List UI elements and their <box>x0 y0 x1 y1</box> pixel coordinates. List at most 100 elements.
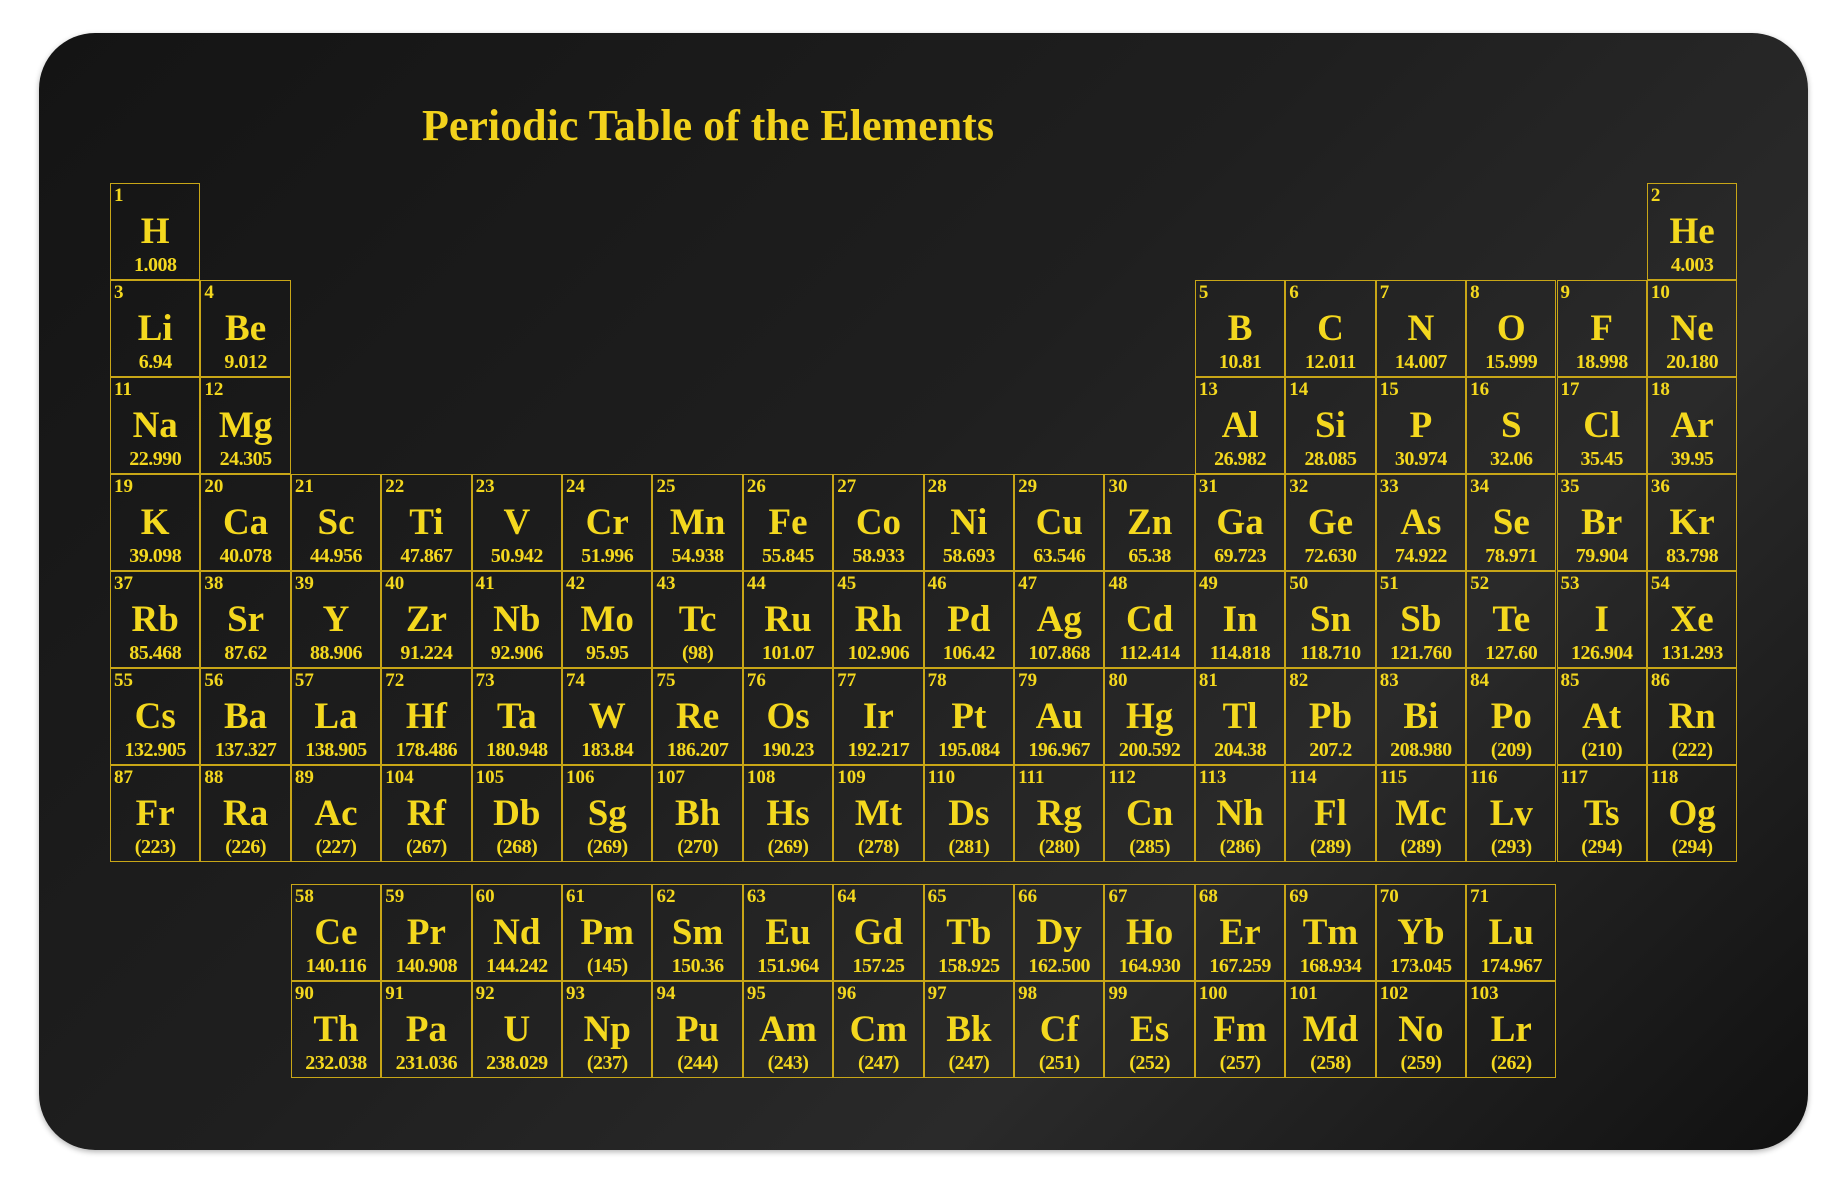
atomic-number: 83 <box>1379 670 1399 691</box>
atomic-mass: (289) <box>1400 836 1442 858</box>
element-cell: 113 Nh (286) <box>1194 765 1286 862</box>
element-cell: 75 Re 186.207 <box>652 668 743 765</box>
element-cell: 87 Fr (223) <box>110 765 201 862</box>
atomic-number: 84 <box>1470 670 1490 691</box>
atomic-number: 105 <box>475 767 505 788</box>
atomic-number: 17 <box>1560 379 1580 400</box>
element-cell: 80 Hg 200.592 <box>1104 668 1195 765</box>
element-cell: 15 P 30.974 <box>1375 377 1467 474</box>
element-cell: 70 Yb 173.045 <box>1375 884 1467 981</box>
element-cell: 38 Sr 87.62 <box>200 571 291 668</box>
atomic-mass: 55.845 <box>762 545 815 567</box>
element-symbol: Ge <box>1307 502 1354 543</box>
atomic-number: 31 <box>1198 476 1218 497</box>
atomic-mass: 106.42 <box>942 642 996 664</box>
atomic-mass: (226) <box>225 836 267 858</box>
atomic-mass: (227) <box>315 836 357 858</box>
atomic-number: 116 <box>1470 767 1498 788</box>
element-symbol: Hf <box>405 696 447 737</box>
atomic-number: 59 <box>385 886 405 907</box>
atomic-mass: 35.45 <box>1580 448 1623 470</box>
element-cell: 89 Ac (227) <box>290 765 382 862</box>
atomic-mass: 167.259 <box>1209 955 1271 977</box>
atomic-number: 15 <box>1379 379 1399 400</box>
atomic-number: 25 <box>656 476 676 497</box>
atomic-number: 118 <box>1650 767 1679 788</box>
element-cell: 77 Ir 192.217 <box>833 668 924 765</box>
element-symbol: Na <box>132 405 178 446</box>
atomic-mass: (269) <box>586 836 628 858</box>
element-symbol: Se <box>1492 502 1530 543</box>
atomic-mass: 173.045 <box>1390 955 1452 977</box>
element-symbol: I <box>1594 599 1609 640</box>
atomic-mass: 78.971 <box>1485 545 1538 567</box>
atomic-number: 20 <box>204 476 224 497</box>
element-cell: 95 Am (243) <box>742 981 834 1078</box>
element-cell: 105 Db (268) <box>471 765 563 862</box>
atomic-mass: 144.242 <box>486 955 548 977</box>
atomic-mass: 101.07 <box>762 642 815 664</box>
element-symbol: Db <box>493 793 541 834</box>
atomic-mass: 1.008 <box>133 254 177 276</box>
atomic-number: 6 <box>1289 282 1299 303</box>
element-cell: 33 As 74.922 <box>1375 474 1467 571</box>
element-symbol: Cf <box>1039 1009 1079 1050</box>
element-cell: 51 Sb 121.760 <box>1375 571 1467 668</box>
element-symbol: Cl <box>1583 405 1621 446</box>
atomic-mass: 4.003 <box>1670 254 1714 276</box>
atomic-number: 58 <box>294 886 314 907</box>
element-symbol: In <box>1222 599 1258 640</box>
element-symbol: Cr <box>585 502 629 543</box>
atomic-mass: 47.867 <box>400 545 453 567</box>
element-symbol: Tb <box>946 912 992 953</box>
atomic-mass: 79.904 <box>1575 545 1629 567</box>
element-symbol: Er <box>1219 912 1261 953</box>
element-symbol: Ag <box>1036 599 1082 640</box>
atomic-number: 45 <box>837 573 857 594</box>
atomic-number: 76 <box>746 670 766 691</box>
atomic-mass: 132.905 <box>124 739 186 761</box>
element-cell: 102 No (259) <box>1375 981 1467 1078</box>
atomic-mass: 174.967 <box>1480 955 1543 977</box>
element-cell: 116 Lv (293) <box>1466 765 1557 862</box>
element-cell: 68 Er 167.259 <box>1194 884 1286 981</box>
element-cell: 41 Nb 92.906 <box>471 571 563 668</box>
element-symbol: F <box>1590 308 1613 349</box>
element-cell: 32 Ge 72.630 <box>1285 474 1376 571</box>
atomic-mass: 131.293 <box>1661 642 1723 664</box>
atomic-mass: 24.305 <box>219 448 273 470</box>
element-cell: 2 He 4.003 <box>1646 183 1738 280</box>
element-symbol: Hs <box>766 793 810 834</box>
atomic-mass: 102.906 <box>847 642 910 664</box>
atomic-mass: 231.036 <box>395 1052 458 1074</box>
element-symbol: Mn <box>669 502 726 543</box>
element-cell: 90 Th 232.038 <box>290 981 382 1078</box>
atomic-mass: 238.029 <box>486 1052 548 1074</box>
atomic-mass: 50.942 <box>490 545 544 567</box>
element-cell: 7 N 14.007 <box>1375 280 1467 377</box>
atomic-mass: (222) <box>1671 739 1713 761</box>
atomic-mass: (289) <box>1310 836 1351 858</box>
element-cell: 74 W 183.84 <box>562 668 653 765</box>
atomic-mass: 9.012 <box>224 351 267 373</box>
atomic-mass: (98) <box>681 642 714 664</box>
element-cell: 44 Ru 101.07 <box>742 571 834 668</box>
atomic-mass: 121.760 <box>1390 642 1452 664</box>
atomic-mass: 151.964 <box>757 955 819 977</box>
element-cell: 78 Pt 195.084 <box>923 668 1015 765</box>
atomic-mass: 74.922 <box>1394 545 1448 567</box>
element-cell: 106 Sg (269) <box>562 765 653 862</box>
atomic-number: 81 <box>1198 670 1218 691</box>
atomic-number: 63 <box>746 886 766 907</box>
atomic-mass: 69.723 <box>1214 545 1267 567</box>
atomic-mass: 20.180 <box>1666 351 1719 373</box>
element-symbol: Pd <box>947 599 991 640</box>
atomic-number: 70 <box>1379 886 1399 907</box>
element-symbol: Au <box>1035 696 1083 737</box>
element-symbol: Mg <box>218 405 273 446</box>
element-symbol: La <box>314 696 358 737</box>
atomic-number: 67 <box>1108 886 1128 907</box>
element-cell: 24 Cr 51.996 <box>562 474 653 571</box>
atomic-mass: 72.630 <box>1304 545 1357 567</box>
atomic-mass: 232.038 <box>305 1052 367 1074</box>
